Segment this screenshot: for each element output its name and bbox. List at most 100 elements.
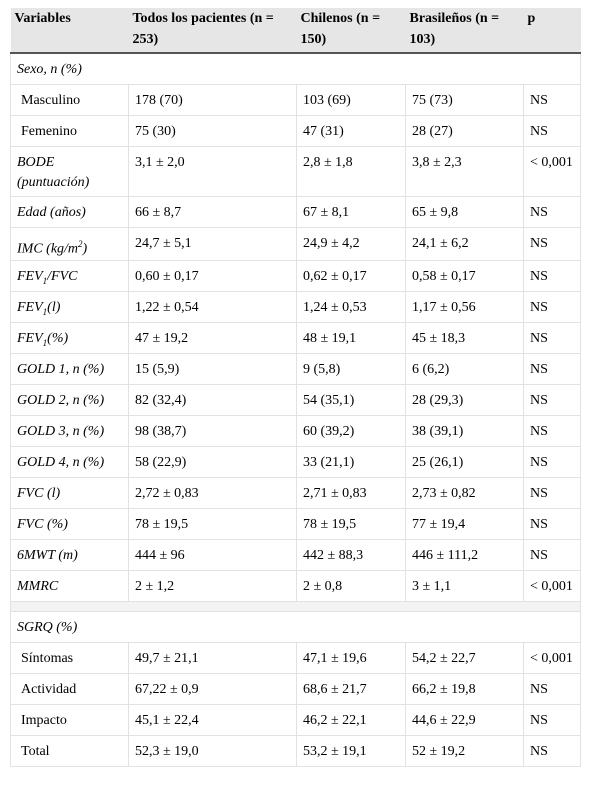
value-cell: 1,22 ± 0,54 <box>128 290 297 323</box>
row-label: FEV1(l) <box>10 290 129 323</box>
table-row: MMRC 2 ± 1,2 2 ± 0,8 3 ± 1,1 < 0,001 <box>10 569 581 602</box>
value-cell: 28 (27) <box>405 115 524 147</box>
value-cell: 28 (29,3) <box>405 383 524 416</box>
value-cell: < 0,001 <box>523 641 581 674</box>
row-label: MMRC <box>10 569 129 602</box>
row-label: FEV1/FVC <box>10 259 129 292</box>
value-cell: 53,2 ± 19,1 <box>296 734 406 767</box>
value-cell: 446 ± 111,2 <box>405 538 524 571</box>
value-cell: 68,6 ± 21,7 <box>296 672 406 705</box>
value-cell: 66 ± 8,7 <box>128 196 297 228</box>
label-tail: (%) <box>47 330 69 346</box>
value-cell: 24,9 ± 4,2 <box>296 227 406 261</box>
row-label: FEV1(%) <box>10 321 129 354</box>
table-head: Variables Todos los pacientes (n = 253) Ch… <box>10 8 581 54</box>
row-label: Síntomas <box>10 641 129 674</box>
value-cell: 75 (73) <box>405 84 524 116</box>
value-cell: 3,8 ± 2,3 <box>405 146 524 197</box>
value-cell: 47 (31) <box>296 115 406 147</box>
value-cell: 3 ± 1,1 <box>405 569 524 602</box>
header-cell: Variables <box>10 8 129 54</box>
label-tail: /FVC <box>47 268 78 284</box>
header-row: Variables Todos los pacientes (n = 253) Ch… <box>10 8 581 54</box>
spacer-cell <box>10 600 581 612</box>
value-cell: NS <box>523 196 581 228</box>
header-cell: p <box>523 8 581 54</box>
label-text: FEV <box>17 299 43 315</box>
value-cell: 60 (39,2) <box>296 414 406 447</box>
value-cell: 2 ± 1,2 <box>128 569 297 602</box>
table-row: Total 52,3 ± 19,0 53,2 ± 19,1 52 ± 19,2 NS <box>10 734 581 767</box>
table-row: Actividad 67,22 ± 0,9 68,6 ± 21,7 66,2 ± 19… <box>10 672 581 705</box>
value-cell: 78 ± 19,5 <box>128 507 297 540</box>
value-cell: NS <box>523 734 581 767</box>
value-cell: < 0,001 <box>523 146 581 197</box>
value-cell: NS <box>523 321 581 354</box>
value-cell: NS <box>523 115 581 147</box>
value-cell: NS <box>523 352 581 385</box>
value-cell: NS <box>523 476 581 509</box>
value-cell: 98 (38,7) <box>128 414 297 447</box>
value-cell: 52 ± 19,2 <box>405 734 524 767</box>
label-text: FEV <box>17 330 43 346</box>
value-cell: 2,72 ± 0,83 <box>128 476 297 509</box>
table-row: GOLD 3, n (%) 98 (38,7) 60 (39,2) 38 (39,1)… <box>10 414 581 447</box>
table-row: GOLD 4, n (%) 58 (22,9) 33 (21,1) 25 (26,1)… <box>10 445 581 478</box>
value-cell: 77 ± 19,4 <box>405 507 524 540</box>
label-text: IMC (kg/m <box>17 241 79 257</box>
table-wrap: Variables Todos los pacientes (n = 253) Ch… <box>10 8 581 767</box>
row-label: GOLD 1, n (%) <box>10 352 129 385</box>
value-cell: 2,73 ± 0,82 <box>405 476 524 509</box>
table-row: Síntomas 49,7 ± 21,1 47,1 ± 19,6 54,2 ± 22,… <box>10 641 581 674</box>
label-tail: ) <box>82 241 88 257</box>
value-cell: 2,71 ± 0,83 <box>296 476 406 509</box>
value-cell: NS <box>523 84 581 116</box>
row-label: FVC (l) <box>10 476 129 509</box>
value-cell: 45,1 ± 22,4 <box>128 703 297 736</box>
value-cell: 78 ± 19,5 <box>296 507 406 540</box>
row-label: BODE (puntuación) <box>10 146 129 197</box>
value-cell: 44,6 ± 22,9 <box>405 703 524 736</box>
subscript: 1 <box>42 306 48 317</box>
value-cell: NS <box>523 703 581 736</box>
row-label: FVC (%) <box>10 507 129 540</box>
value-cell: 52,3 ± 19,0 <box>128 734 297 767</box>
subscript: 1 <box>42 337 48 348</box>
value-cell: NS <box>523 414 581 447</box>
section-row: SGRQ (%) <box>10 610 581 643</box>
table-row: Masculino 178 (70) 103 (69) 75 (73) NS <box>10 84 581 116</box>
value-cell: 54 (35,1) <box>296 383 406 416</box>
value-cell: 33 (21,1) <box>296 445 406 478</box>
header-cell: Brasileños (n = 103) <box>405 8 524 54</box>
value-cell: 0,60 ± 0,17 <box>128 259 297 292</box>
row-label: IMC (kg/m2) <box>10 227 129 261</box>
row-label: Impacto <box>10 703 129 736</box>
value-cell: 15 (5,9) <box>128 352 297 385</box>
value-cell: 1,17 ± 0,56 <box>405 290 524 323</box>
table-row: FEV1(%) 47 ± 19,2 48 ± 19,1 45 ± 18,3 NS <box>10 321 581 354</box>
value-cell: NS <box>523 445 581 478</box>
row-label: GOLD 4, n (%) <box>10 445 129 478</box>
row-label: Actividad <box>10 672 129 705</box>
value-cell: 54,2 ± 22,7 <box>405 641 524 674</box>
value-cell: 66,2 ± 19,8 <box>405 672 524 705</box>
value-cell: 24,1 ± 6,2 <box>405 227 524 261</box>
row-label: Femenino <box>10 115 129 147</box>
value-cell: 1,24 ± 0,53 <box>296 290 406 323</box>
section-row: Sexo, n (%) <box>10 52 581 85</box>
value-cell: 3,1 ± 2,0 <box>128 146 297 197</box>
value-cell: 75 (30) <box>128 115 297 147</box>
data-table: Variables Todos los pacientes (n = 253) Ch… <box>10 8 581 767</box>
table-row: 6MWT (m) 444 ± 96 442 ± 88,3 446 ± 111,2 NS <box>10 538 581 571</box>
table-row: GOLD 1, n (%) 15 (5,9) 9 (5,8) 6 (6,2) NS <box>10 352 581 385</box>
value-cell: 65 ± 9,8 <box>405 196 524 228</box>
header-cell: Chilenos (n = 150) <box>296 8 406 54</box>
value-cell: 24,7 ± 5,1 <box>128 227 297 261</box>
value-cell: 49,7 ± 21,1 <box>128 641 297 674</box>
value-cell: 46,2 ± 22,1 <box>296 703 406 736</box>
value-cell: 2 ± 0,8 <box>296 569 406 602</box>
value-cell: < 0,001 <box>523 569 581 602</box>
value-cell: 2,8 ± 1,8 <box>296 146 406 197</box>
value-cell: 178 (70) <box>128 84 297 116</box>
table-row: Impacto 45,1 ± 22,4 46,2 ± 22,1 44,6 ± 22,9… <box>10 703 581 736</box>
